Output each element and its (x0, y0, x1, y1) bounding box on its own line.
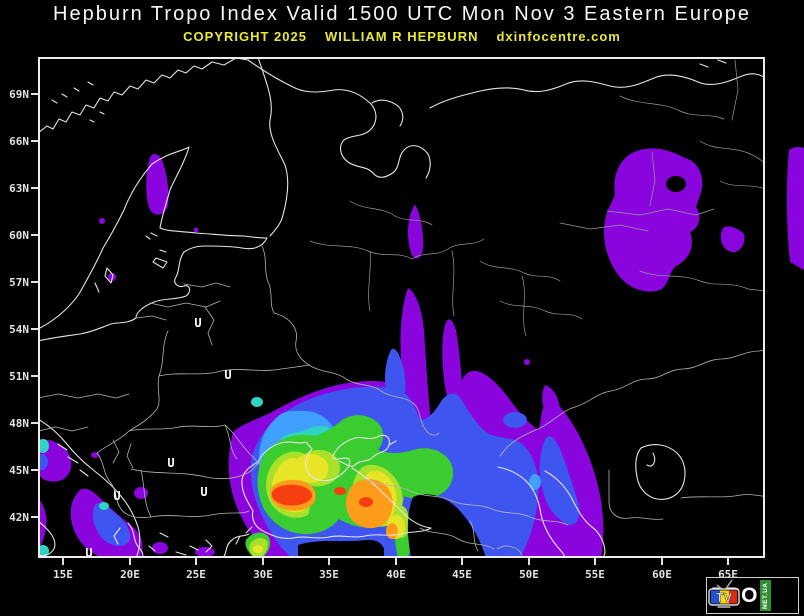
tropo-region (359, 497, 373, 507)
country-borders (40, 59, 763, 556)
page-title: Hepburn Tropo Index Valid 1500 UTC Mon N… (53, 3, 751, 25)
tropo-region (524, 359, 530, 365)
tropo-region (99, 218, 105, 224)
tropo-region (146, 154, 169, 215)
tropo-region (195, 547, 215, 556)
mask-hole (666, 176, 686, 192)
tropo-region (99, 502, 109, 510)
zero-index-masks (298, 176, 686, 556)
tropo-region (334, 487, 346, 495)
duct-marker: U (224, 368, 231, 382)
tv-icon-label: TV (716, 591, 733, 605)
copyright-line: COPYRIGHT 2025 WILLIAM R HEPBURN dxinfoc… (0, 29, 804, 44)
protv-logo-domain-text: NET.UA (760, 580, 772, 611)
lat-label: 60N (9, 229, 29, 242)
lon-label: 50E (519, 568, 539, 581)
duct-markers: U U U U U U (85, 316, 231, 560)
coastlines (40, 59, 763, 556)
lat-label: 57N (9, 276, 29, 289)
tropo-region (40, 500, 47, 548)
duct-marker: U (200, 485, 207, 499)
duct-marker: U (113, 489, 120, 503)
lat-label: 48N (9, 417, 29, 430)
tropo-region (386, 523, 398, 539)
lon-label: 15E (53, 568, 73, 581)
lat-label: 42N (9, 511, 29, 524)
lat-label: 66N (9, 135, 29, 148)
tropo-region (40, 439, 49, 453)
copyright-prefix: COPYRIGHT 2025 (183, 29, 307, 44)
tropo-region (271, 484, 313, 506)
lat-label: 69N (9, 88, 29, 101)
duct-marker: U (167, 456, 174, 470)
latitude-axis: 69N 66N 63N 60N 57N 54N 51N 48N 45N 42N (9, 88, 38, 524)
lon-label: 55E (585, 568, 605, 581)
lat-label: 45N (9, 464, 29, 477)
tropo-region (40, 545, 49, 556)
longitude-axis: 15E 20E 25E 30E 35E 40E 45E 50E 55E 60E … (53, 558, 738, 581)
tropo-region (40, 454, 48, 470)
map-frame (38, 57, 765, 558)
lat-label: 51N (9, 370, 29, 383)
tropo-region (91, 452, 99, 458)
tropo-region (152, 542, 168, 554)
protv-logo: PRO TV NET.UA (706, 577, 799, 614)
lon-label: 20E (120, 568, 140, 581)
copyright-author: WILLIAM R HEPBURN (324, 29, 479, 44)
tropo-region (407, 205, 424, 259)
copyright-website-link[interactable]: dxinfocentre.com (496, 29, 621, 44)
tropo-region (492, 443, 524, 529)
mask-anatolia (298, 539, 384, 556)
tropo-region (134, 487, 148, 499)
tropo-region (251, 397, 263, 407)
tropo-region (720, 226, 745, 253)
tropo-region-offframe (786, 146, 804, 270)
tropo-region (253, 545, 263, 553)
lat-label: 54N (9, 323, 29, 336)
tropo-region (539, 436, 580, 525)
tropo-region (529, 474, 541, 490)
tropo-region (503, 412, 527, 428)
tropo-region-ural (604, 148, 703, 292)
tv-set-icon: TV (708, 579, 740, 608)
tropo-region (92, 503, 131, 546)
mask-caucasus (407, 494, 486, 556)
lon-label: 25E (186, 568, 206, 581)
duct-marker: U (85, 546, 92, 560)
tropo-intensity-layer-red (271, 484, 373, 507)
tropo-region (384, 348, 406, 403)
lon-label: 40E (386, 568, 406, 581)
lon-label: 30E (253, 568, 273, 581)
lon-label: 60E (652, 568, 672, 581)
duct-marker: U (194, 316, 201, 330)
lon-label: 35E (319, 568, 339, 581)
tropo-region (193, 227, 199, 233)
lon-label: 45E (452, 568, 472, 581)
lat-label: 63N (9, 182, 29, 195)
